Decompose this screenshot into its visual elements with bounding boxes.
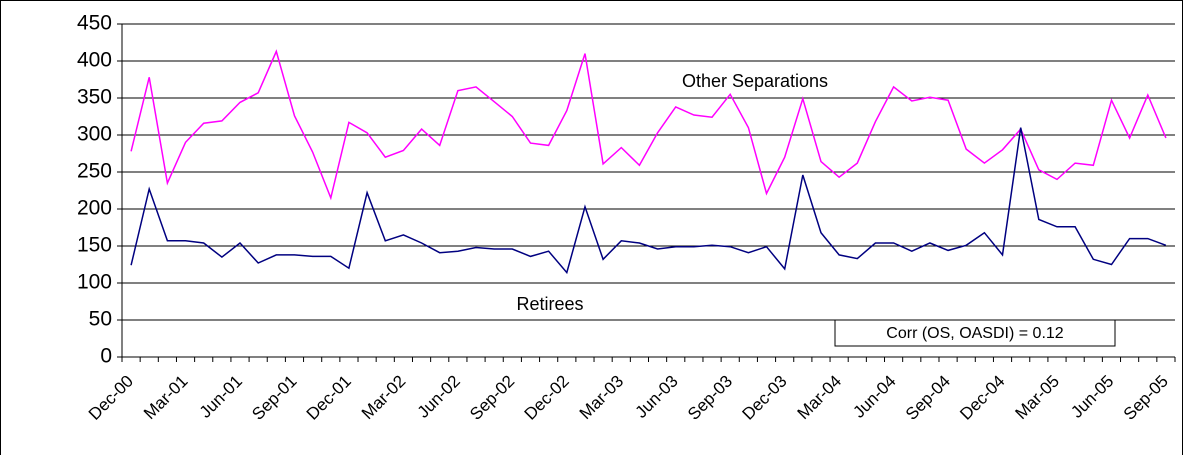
y-tick-label: 350	[77, 86, 112, 109]
annotation: Corr (OS, OASDI) = 0.12	[886, 325, 1063, 342]
annotation-box	[834, 319, 1116, 347]
y-tick-label: 0	[100, 345, 112, 368]
y-tick-label: 400	[77, 49, 112, 72]
y-tick-label: 200	[77, 197, 112, 220]
y-tick-label: 300	[77, 123, 112, 146]
y-tick-label: 150	[77, 234, 112, 257]
y-tick-label: 250	[77, 160, 112, 183]
y-tick-label: 100	[77, 271, 112, 294]
y-tick-label: 50	[89, 308, 112, 331]
series-label: Other Separations	[682, 71, 828, 91]
series-label: Retirees	[516, 294, 583, 314]
line-series	[130, 49, 1167, 201]
line-series	[130, 127, 1167, 275]
y-tick-label: 450	[77, 12, 112, 35]
